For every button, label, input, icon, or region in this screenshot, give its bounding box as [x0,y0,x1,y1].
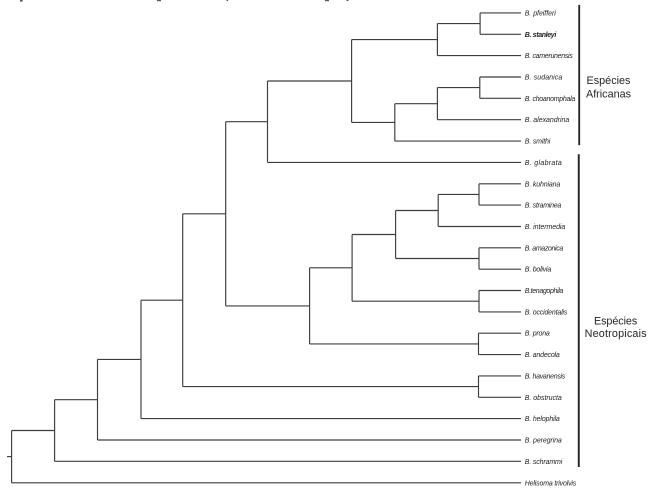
svg-text:B. helophila: B. helophila [525,416,560,423]
svg-text:Espécies: Espécies [587,75,631,87]
svg-text:B. andecola: B. andecola [525,352,560,359]
svg-text:B. pfeifferi: B. pfeifferi [525,10,556,17]
svg-text:B. schrammi: B. schrammi [525,459,563,466]
svg-text:B. prona: B. prona [525,331,550,338]
svg-text:B. smithi: B. smithi [525,139,551,146]
svg-text:B. glabrata: B. glabrata [525,160,562,167]
svg-text:B. occidentalis: B. occidentalis [525,309,568,316]
svg-text:B. bolivia: B. bolivia [525,267,552,274]
svg-text:Helisoma trivolvis: Helisoma trivolvis [525,480,577,487]
svg-text:B. kuhniana: B. kuhniana [525,181,561,188]
svg-text:Africanas: Africanas [586,88,632,100]
svg-text:B. stanleyi: B. stanleyi [525,32,558,39]
svg-text:B. amazonica: B. amazonica [525,245,564,252]
svg-text:B. choanomphala: B. choanomphala [525,96,576,103]
svg-text:B. havanensis: B. havanensis [525,373,566,380]
svg-text:B. peregrina: B. peregrina [525,438,562,445]
svg-text:B.tenagophila: B.tenagophila [525,288,564,295]
svg-text:B. obstructa: B. obstructa [525,395,562,402]
svg-text:Espécies: Espécies [594,315,638,327]
svg-text:Neotropicais: Neotropicais [585,328,648,340]
svg-text:B. alexandrina: B. alexandrina [525,117,570,124]
svg-text:B. straminea: B. straminea [525,203,562,210]
svg-text:B. intermedia: B. intermedia [525,224,566,231]
svg-text:B. camerunensis: B. camerunensis [525,53,574,60]
svg-text:B. sudanica: B. sudanica [525,75,563,82]
